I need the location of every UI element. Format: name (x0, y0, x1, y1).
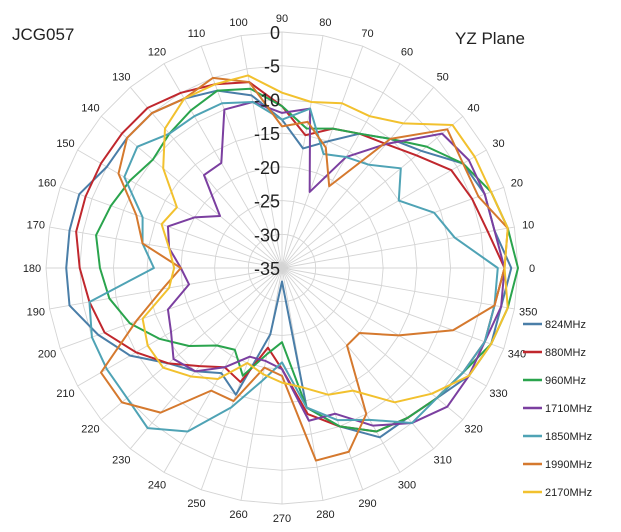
radial-tick-labels: 0 -5 -10 -15 -20 -25 -30 -35 (254, 23, 280, 279)
series-line-1850MHz (88, 100, 499, 433)
grid-spoke (281, 35, 324, 269)
angle-tick-label: 160 (38, 177, 56, 189)
grid-spoke (281, 267, 504, 350)
legend-label: 960MHz (545, 375, 586, 387)
angle-tick-label: 180 (23, 263, 41, 275)
angle-tick-label: 190 (27, 306, 45, 318)
series-line-2170MHz (141, 74, 509, 404)
series-line-1710MHz (166, 100, 506, 427)
grid-spoke (281, 186, 504, 269)
grid-spoke (129, 86, 283, 269)
legend-label: 2170MHz (545, 487, 592, 499)
angle-tick-label: 260 (229, 509, 247, 521)
grid-spoke (281, 267, 364, 490)
grid-spoke (100, 267, 283, 421)
angle-tick-label: 30 (492, 138, 504, 150)
angle-tick-label: 210 (56, 388, 74, 400)
angle-tick-labels: 0 10 20 30 40 50 60 70 80 90 100 110 120 130 140 150 160… (23, 13, 538, 525)
grid-spoke (100, 115, 283, 269)
angle-tick-label: 10 (522, 220, 534, 232)
angle-tick-label: 350 (519, 306, 537, 318)
angle-tick-label: 50 (437, 71, 449, 83)
angle-tick-label: 0 (529, 263, 535, 275)
grid-spoke (49, 267, 283, 310)
series-line-1990MHz (99, 76, 509, 462)
radial-tick-label: -5 (264, 57, 280, 77)
grid-spoke (60, 267, 283, 350)
grid-spoke (281, 267, 464, 421)
legend-label: 1710MHz (545, 403, 592, 415)
angle-tick-label: 60 (401, 46, 413, 58)
angle-tick-label: 250 (187, 498, 205, 510)
angle-tick-label: 320 (464, 424, 482, 436)
radial-tick-label: 0 (270, 23, 280, 43)
angle-tick-label: 290 (358, 498, 376, 510)
angle-tick-label: 310 (434, 455, 452, 467)
angle-tick-label: 110 (188, 28, 206, 40)
series-layer (65, 74, 519, 462)
angle-tick-label: 230 (112, 455, 130, 467)
angle-tick-label: 240 (148, 480, 166, 492)
angle-tick-label: 280 (316, 509, 334, 521)
legend-label: 880MHz (545, 347, 586, 359)
radial-tick-label: -30 (254, 225, 280, 245)
angle-tick-label: 340 (508, 349, 526, 361)
grid-spoke (200, 267, 283, 490)
polar-grid (45, 31, 519, 505)
grid-spoke (240, 267, 283, 501)
angle-tick-label: 120 (148, 46, 166, 58)
grid-spoke (240, 35, 283, 269)
angle-tick-label: 70 (361, 28, 373, 40)
radial-tick-label: -20 (254, 158, 280, 178)
grid-spoke (281, 115, 464, 269)
grid-spoke (281, 267, 435, 450)
grid-spoke (281, 267, 401, 473)
grid-spoke (281, 63, 401, 269)
angle-tick-label: 90 (276, 13, 288, 25)
radial-tick-label: -10 (254, 90, 280, 110)
angle-tick-label: 270 (273, 513, 291, 525)
chart-title-right: YZ Plane (455, 29, 525, 48)
grid-spoke (281, 46, 364, 269)
series-line-960MHz (95, 87, 519, 433)
grid-spoke (281, 267, 487, 387)
angle-tick-label: 330 (489, 388, 507, 400)
grid-spoke (77, 149, 283, 269)
grid-spoke (281, 226, 515, 269)
grid-spoke (281, 86, 435, 269)
radial-tick-label: -35 (254, 259, 280, 279)
grid-spoke (200, 46, 283, 269)
legend: 824MHz 880MHz 960MHz 1710MHz 1850MHz 1990MHz 2… (523, 319, 592, 499)
radial-tick-label: -15 (254, 124, 280, 144)
grid-spoke (49, 226, 283, 269)
grid-spoke (281, 149, 487, 269)
grid-spoke (60, 186, 283, 269)
angle-tick-label: 130 (112, 71, 130, 83)
angle-tick-label: 170 (27, 220, 45, 232)
angle-tick-label: 80 (319, 17, 331, 29)
grid-spoke (163, 267, 283, 473)
angle-tick-label: 20 (511, 177, 523, 189)
grid-spoke (129, 267, 283, 450)
legend-label: 1990MHz (545, 459, 592, 471)
angle-tick-label: 40 (467, 102, 479, 114)
angle-tick-label: 140 (81, 102, 99, 114)
angle-tick-label: 300 (398, 480, 416, 492)
grid-spoke (281, 267, 515, 310)
angle-tick-label: 100 (229, 17, 247, 29)
legend-label: 1850MHz (545, 431, 592, 443)
grid-spoke (77, 267, 283, 387)
angle-tick-label: 150 (56, 138, 74, 150)
radial-tick-label: -25 (254, 192, 280, 212)
chart-title-left: JCG057 (12, 25, 74, 44)
legend-label: 824MHz (545, 319, 586, 331)
grid-spoke (163, 63, 283, 269)
angle-tick-label: 200 (38, 349, 56, 361)
angle-tick-label: 220 (81, 424, 99, 436)
